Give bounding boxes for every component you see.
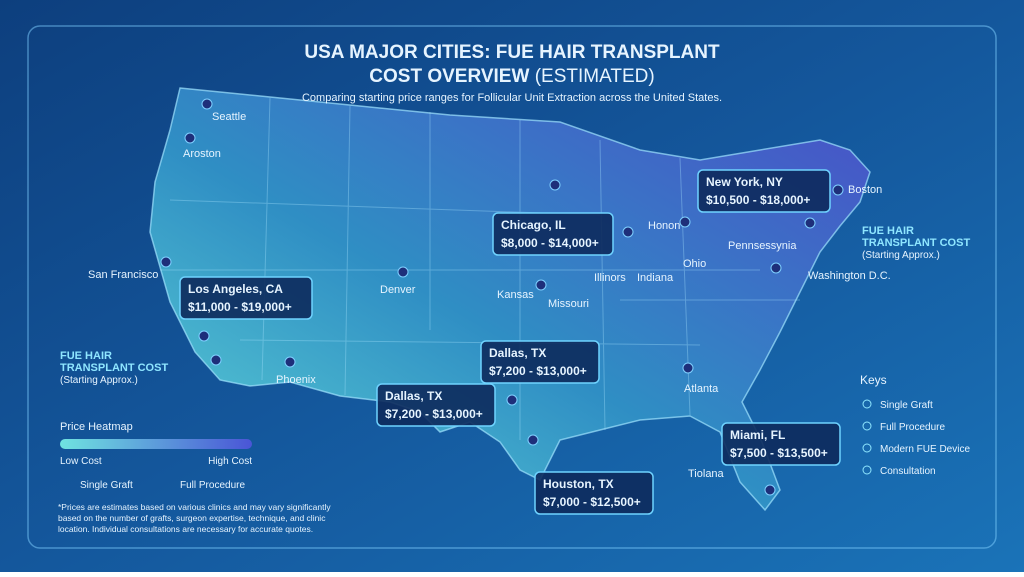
us-map (149, 87, 871, 512)
card-city: Los Angeles, CA (188, 282, 283, 296)
map-label: Honon (648, 220, 680, 232)
map-label: Illinors (594, 272, 626, 284)
card-city: New York, NY (706, 175, 783, 189)
footnote: location. Individual consultations are n… (58, 524, 313, 534)
keys-title: Keys (860, 373, 887, 387)
map-label: Boston (848, 184, 882, 196)
heatmap-title: Price Heatmap (60, 421, 133, 433)
map-label: Kansas (497, 289, 534, 301)
map-label: San Francisco (88, 269, 158, 281)
key-icon (862, 399, 872, 409)
map-label: Aroston (183, 148, 221, 160)
card-city: Miami, FL (730, 428, 785, 442)
card-city: Dallas, TX (385, 389, 442, 403)
state-borders (160, 97, 800, 440)
price-card (721, 422, 841, 466)
key-icon (862, 421, 872, 431)
key-item: Single Graft (880, 400, 933, 411)
map-label: Washington D.C. (808, 270, 891, 282)
callout-note: (Starting Approx.) (60, 375, 138, 386)
heatmap-high: High Cost (208, 456, 252, 467)
card-range: $11,000 - $19,000+ (188, 300, 292, 314)
legend-item: Full Procedure (180, 480, 245, 491)
price-card (376, 383, 496, 427)
card-city: Chicago, IL (501, 218, 566, 232)
map-label: Phoenix (276, 374, 316, 386)
heatmap-low: Low Cost (60, 456, 102, 467)
footnote: based on the number of grafts, surgeon e… (58, 513, 326, 523)
map-label: Missouri (548, 298, 589, 310)
price-card (480, 340, 600, 384)
map-label: Atlanta (684, 383, 719, 395)
title-suffix: (ESTIMATED) (535, 66, 655, 87)
callout-title: FUE HAIR (60, 350, 112, 362)
card-city: Houston, TX (543, 477, 614, 491)
callout-note: (Starting Approx.) (862, 250, 940, 261)
card-range: $10,500 - $18,000+ (706, 193, 810, 207)
title-main: COST OVERVIEW (369, 66, 529, 87)
map-label: Denver (380, 284, 416, 296)
card-range: $7,200 - $13,000+ (385, 407, 483, 421)
key-item: Modern FUE Device (880, 444, 970, 455)
price-card (534, 471, 654, 515)
heatmap-bar (60, 439, 252, 449)
key-icon (862, 443, 872, 453)
callout-title: TRANSPLANT COST (862, 237, 970, 249)
card-range: $7,500 - $13,500+ (730, 446, 828, 460)
subtitle: Comparing starting price ranges for Foll… (302, 92, 722, 104)
key-item: Full Procedure (880, 422, 945, 433)
map-label: Indiana (637, 272, 674, 284)
map-label: Ohio (683, 258, 706, 270)
map-label: Seattle (212, 111, 246, 123)
title: COST OVERVIEW (ESTIMATED) (369, 66, 654, 87)
map-label: Pennsessynia (728, 240, 797, 252)
card-range: $7,000 - $12,500+ (543, 495, 641, 509)
callout-title: TRANSPLANT COST (60, 362, 168, 374)
pins (160, 98, 844, 496)
key-item: Consultation (880, 466, 936, 477)
key-icon (862, 465, 872, 475)
price-card (179, 276, 313, 320)
legend-item: Single Graft (80, 480, 133, 491)
frame (27, 25, 997, 549)
callout-title: FUE HAIR (862, 225, 914, 237)
card-city: Dallas, TX (489, 346, 546, 360)
price-card (492, 212, 614, 256)
price-card (697, 169, 831, 213)
map-label: Tiolana (688, 468, 725, 480)
card-range: $8,000 - $14,000+ (501, 236, 599, 250)
footnote: *Prices are estimates based on various c… (58, 502, 331, 512)
title: USA MAJOR CITIES: FUE HAIR TRANSPLANT (304, 42, 720, 63)
card-range: $7,200 - $13,000+ (489, 364, 587, 378)
